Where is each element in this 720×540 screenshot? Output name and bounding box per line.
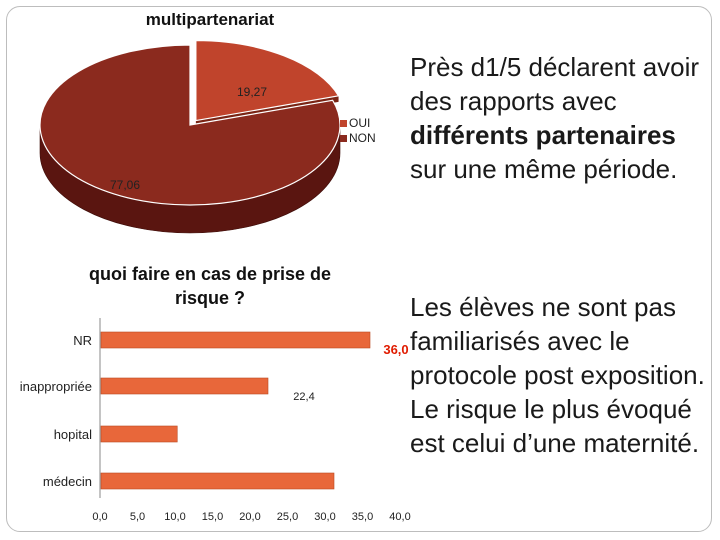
pie-label-oui: 19,27 [237, 85, 267, 99]
bar-category-label: inappropriée [20, 379, 92, 394]
bar-x-tick-label: 40,0 [389, 511, 410, 523]
pie-slice-non [39, 44, 341, 206]
bar-inappropri-e [100, 377, 269, 395]
text-block-partners-part1: Près d1/5 déclarent avoir des rapports a… [410, 52, 700, 116]
legend-item-oui: OUI [340, 116, 376, 131]
pie-legend: OUI NON [340, 116, 376, 146]
bar-category-label: hopital [54, 427, 92, 442]
bar-category-label: médecin [43, 474, 92, 489]
text-block-partners-part2: sur une même période. [410, 154, 678, 184]
bar-x-tick-label: 35,0 [352, 511, 373, 523]
text-block-protocol: Les élèves ne sont pas familiarisés avec… [410, 292, 705, 458]
bar-hopital [100, 425, 178, 443]
bar-m-decin [100, 472, 335, 490]
bar-data-label: 36,0 [383, 342, 408, 357]
legend-label-non: NON [349, 131, 376, 145]
bar-x-tick-label: 20,0 [239, 511, 260, 523]
text-block-partners: Près d1/5 déclarent avoir des rapports a… [410, 50, 710, 186]
bar-nr [100, 331, 371, 349]
slide-frame [6, 6, 712, 532]
legend-swatch-oui [340, 120, 347, 127]
legend-label-oui: OUI [349, 116, 371, 130]
pie-chart-title: multipartenariat [145, 10, 275, 29]
bar-x-tick-label: 5,0 [130, 511, 145, 523]
text-block-partners-bold: différents partenaires [410, 120, 676, 150]
bar-category-label: NR [73, 333, 92, 348]
pie-slice-oui [195, 39, 340, 122]
bar-x-tick-label: 25,0 [277, 511, 298, 523]
legend-swatch-non [340, 135, 347, 142]
legend-item-non: NON [340, 131, 376, 146]
bar-chart-title: quoi faire en cas de prise de risque ? [88, 264, 332, 308]
bar-x-tick-label: 10,0 [164, 511, 185, 523]
bar-x-tick-label: 0,0 [92, 511, 107, 523]
bar-x-tick-label: 15,0 [202, 511, 223, 523]
bar-data-label: 22,4 [293, 391, 314, 403]
bar-x-tick-label: 30,0 [314, 511, 335, 523]
pie-label-non: 77,06 [110, 178, 140, 192]
